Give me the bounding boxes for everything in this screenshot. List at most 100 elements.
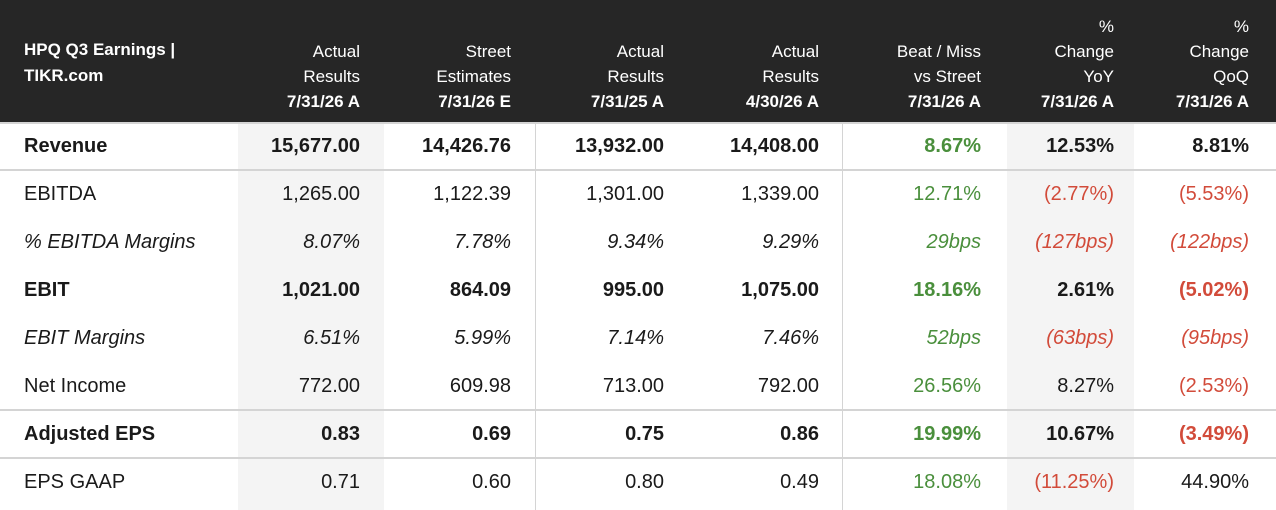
table-cell: 1,339.00 [741,183,819,205]
column-header-text: vs Street [913,67,981,86]
table-cell: 15,677.00 [271,135,360,157]
column-header-date: 7/31/26 A [286,92,360,111]
table-cell: (95bps) [1181,327,1249,349]
column-header[interactable]: Street Estimates 7/31/26 E [371,12,511,114]
column-divider [842,122,843,510]
table-cell: 0.80 [625,471,664,493]
table-row[interactable]: EBITDA 1,265.00 1,122.39 1,301.00 1,339.00 12… [0,170,1276,218]
column-header-text: Street [465,42,511,61]
table-cell: (5.53%) [1178,183,1249,205]
column-header-date: 7/31/26 A [907,92,981,111]
row-divider [0,457,1276,459]
row-label: % EBITDA Margins [24,231,196,253]
column-header-text: YoY [1083,67,1114,86]
table-cell: 5.99% [454,327,511,349]
row-label: Revenue [24,135,108,157]
table-cell: 26.56% [913,375,981,397]
table-row[interactable]: Revenue 15,677.00 14,426.76 13,932.00 14,408… [0,122,1276,170]
table-cell: 13,932.00 [575,135,664,157]
table-cell: 14,408.00 [730,135,819,157]
table-cell: 7.46% [762,327,819,349]
table-cell: 44.90% [1181,471,1249,493]
row-divider [0,169,1276,171]
column-header[interactable]: Actual Results 7/31/25 A [524,12,664,114]
table-cell: 14,426.76 [422,135,511,157]
row-divider [0,122,1276,124]
column-header[interactable]: Beat / Miss vs Street 7/31/26 A [841,12,981,114]
title-line-1: HPQ Q3 Earnings | [24,40,176,59]
table-cell: 8.67% [924,135,981,157]
table-cell: 12.71% [913,183,981,205]
shaded-column-yoy [1007,122,1134,510]
column-header[interactable]: Actual Results 7/31/26 A [220,12,360,114]
column-header-text: Actual [616,42,664,61]
table-cell: 1,301.00 [586,183,664,205]
table-row[interactable]: % EBITDA Margins 8.07% 7.78% 9.34% 9.29% 29bp… [0,218,1276,266]
column-header-text: Change [1189,42,1249,61]
table-cell: 8.27% [1057,375,1114,397]
shaded-column-actual [238,122,384,510]
column-header-text: Actual [771,42,819,61]
table-cell: 19.99% [913,423,981,445]
table-row[interactable]: Net Income 772.00 609.98 713.00 792.00 26.56%… [0,362,1276,410]
table-cell: 1,021.00 [282,279,360,301]
table-cell: (2.53%) [1178,375,1249,397]
column-header-date: 7/31/26 A [1040,92,1114,111]
row-label: EBIT Margins [24,327,146,349]
table-cell: 0.49 [780,471,819,493]
table-cell: (3.49%) [1178,423,1249,445]
column-header-text: Actual [312,42,360,61]
table-cell: (122bps) [1170,231,1249,253]
table-cell: (5.02%) [1178,279,1249,301]
table-row[interactable]: EBIT 1,021.00 864.09 995.00 1,075.00 18.16% 2.… [0,266,1276,314]
table-cell: 1,265.00 [282,183,360,205]
table-title: HPQ Q3 Earnings | TIKR.com [24,12,224,114]
column-header-text: Results [607,67,664,86]
table-cell: (11.25%) [1034,471,1114,493]
table-cell: (127bps) [1035,231,1114,253]
column-header-text: Results [303,67,360,86]
table-cell: 18.08% [913,471,981,493]
table-cell: (63bps) [1046,327,1114,349]
table-cell: 12.53% [1046,135,1114,157]
column-header-text: Results [762,67,819,86]
table-cell: 6.51% [303,327,360,349]
table-cell: 9.29% [762,231,819,253]
column-header[interactable]: % Change QoQ 7/31/26 A [1109,12,1249,114]
row-label: EBIT [24,279,70,301]
column-header-date: 7/31/26 E [438,92,511,111]
table-cell: 7.78% [454,231,511,253]
table-cell: 0.83 [321,423,360,445]
row-label: EBITDA [24,183,97,205]
column-header-text: % [1233,17,1249,36]
table-cell: 29bps [926,231,982,253]
table-cell: 52bps [926,327,982,349]
table-cell: 864.09 [449,279,511,301]
column-header-text: Beat / Miss [896,42,981,61]
table-cell: 0.86 [780,423,819,445]
row-divider [0,409,1276,411]
table-row[interactable]: EPS GAAP 0.71 0.60 0.80 0.49 18.08% (11.25%) 44… [0,458,1276,506]
table-row[interactable]: Adjusted EPS 0.83 0.69 0.75 0.86 19.99% 10.67%… [0,410,1276,458]
table-cell: 0.60 [472,471,511,493]
table-cell: 995.00 [602,279,664,301]
table-cell: 1,122.39 [433,183,511,205]
column-header-date: 7/31/25 A [590,92,664,111]
column-header-date: 4/30/26 A [745,92,819,111]
table-cell: 772.00 [298,375,360,397]
column-header-date: 7/31/26 A [1175,92,1249,111]
row-label: EPS GAAP [24,471,126,493]
column-header[interactable]: Actual Results 4/30/26 A [679,12,819,114]
table-cell: 0.75 [625,423,664,445]
column-header-text: QoQ [1213,67,1249,86]
table-cell: 609.98 [449,375,511,397]
table-row[interactable]: EBIT Margins 6.51% 5.99% 7.14% 7.46% 52bps (63… [0,314,1276,362]
row-label: Adjusted EPS [24,423,156,445]
title-line-2: TIKR.com [24,66,104,85]
column-divider [535,122,536,510]
column-header-text: Estimates [436,67,511,86]
table-cell: 7.14% [607,327,664,349]
column-header[interactable]: % Change YoY 7/31/26 A [974,12,1114,114]
table-cell: (2.77%) [1043,183,1114,205]
table-cell: 792.00 [757,375,819,397]
